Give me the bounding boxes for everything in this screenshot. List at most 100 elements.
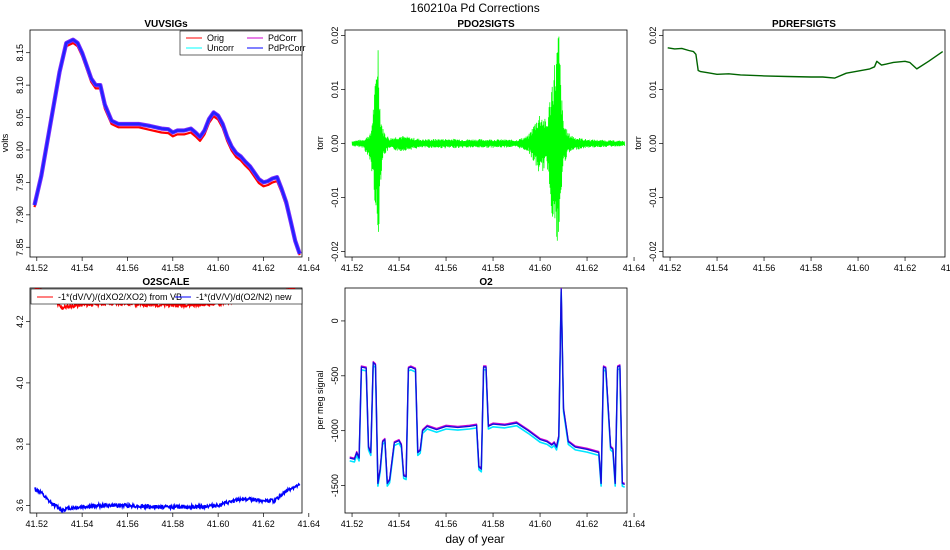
x-tick-label: 41.60 — [529, 263, 552, 273]
y-tick-label: 8.05 — [15, 109, 25, 127]
y-tick-label: 0.02 — [330, 27, 340, 45]
y-tick-label: -0.01 — [330, 187, 340, 208]
legend-box — [179, 30, 303, 56]
series-lines — [351, 36, 626, 241]
series-line-o2 — [349, 288, 625, 486]
legend-box — [30, 288, 303, 305]
x-tick-label: 41.62 — [894, 263, 917, 273]
x-ticks: 41.52 41.54 41.56 41.58 41.60 41.62 41.64 — [341, 513, 645, 529]
panel-title: PDREFSIGTS — [772, 19, 836, 30]
x-tick-label: 41.52 — [341, 519, 364, 529]
y-tick-label: 7.95 — [15, 174, 25, 192]
y-axis-label: per meg signal — [315, 370, 325, 429]
x-tick-label: 41.64 — [298, 263, 321, 273]
y-tick-label: 3.8 — [15, 438, 25, 451]
x-tick-label: 41.58 — [162, 519, 185, 529]
plot-frame — [29, 287, 303, 514]
x-tick-label: 41.60 — [207, 519, 230, 529]
x-tick-label: 41.58 — [482, 263, 505, 273]
y-tick-label: 4.2 — [15, 315, 25, 328]
x-tick-label: 41.54 — [706, 263, 729, 273]
series-line-pdcorr — [32, 37, 302, 255]
series-line-pdprcorr — [33, 38, 301, 255]
panel-o2scale: O2SCALE 41.52 41.54 41.56 41.58 41.60 41.62 41… — [15, 277, 320, 529]
y-tick-label: 3.6 — [15, 499, 25, 512]
y-ticks: 7.85 7.90 7.95 8.00 8.05 8.10 8.15 — [15, 44, 30, 256]
y-axis-label: volts — [0, 133, 10, 152]
y-tick-label: 0.01 — [648, 81, 658, 99]
x-ticks: 41.52 41.54 41.56 41.58 41.60 41.62 41.64 — [341, 257, 646, 273]
series-line-pdo2sig — [351, 36, 626, 241]
x-tick-label: 41.58 — [800, 263, 823, 273]
x-tick-label: 41.56 — [753, 263, 776, 273]
legend-label-pdcorr: PdCorr — [268, 33, 297, 43]
legend: Orig Uncorr PdCorr PdPrCorr — [179, 30, 306, 56]
y-ticks: -0.02 -0.01 0.00 0.01 0.02 — [330, 27, 345, 262]
plot-frame — [662, 29, 946, 258]
series-line-new — [34, 482, 301, 513]
x-tick-label: 41.54 — [388, 519, 411, 529]
y-tick-label: -0.02 — [648, 241, 658, 262]
x-tick-label: 41.56 — [116, 519, 139, 529]
x-tick-label: 41.54 — [71, 519, 94, 529]
y-tick-label: -0.01 — [648, 187, 658, 208]
y-tick-label: 0 — [330, 318, 340, 323]
y-axis-label: torr — [315, 136, 325, 150]
legend-label-vb: -1*(dV/V)/(dXO2/XO2) from VB — [58, 292, 182, 302]
panel-title: O2SCALE — [142, 277, 190, 288]
series-lines — [667, 47, 944, 79]
y-tick-label: -0.02 — [330, 241, 340, 262]
x-tick-label: 41.64 — [298, 519, 321, 529]
y-tick-label: 8.10 — [15, 76, 25, 94]
x-tick-label: 41.52 — [341, 263, 364, 273]
y-tick-label: 0.00 — [330, 135, 340, 153]
legend-label-pdprcorr: PdPrCorr — [268, 43, 306, 53]
x-tick-label: 41.56 — [435, 263, 458, 273]
figure-title: 160210a Pd Corrections — [410, 1, 539, 15]
x-tick-label: 41.62 — [252, 263, 275, 273]
y-tick-label: -1000 — [330, 419, 340, 442]
series-lines — [32, 37, 302, 256]
y-ticks: 3.6 3.8 4.0 4.2 — [15, 315, 30, 512]
series-lines — [34, 288, 301, 513]
x-tick-label: 41.64 — [941, 263, 950, 273]
x-tick-label: 41.64 — [623, 263, 646, 273]
y-tick-label: 0.01 — [330, 81, 340, 99]
legend-label-uncorr: Uncorr — [207, 43, 234, 53]
x-tick-label: 41.56 — [116, 263, 139, 273]
x-tick-label: 41.52 — [26, 519, 49, 529]
plot-frame — [29, 29, 303, 258]
x-tick-label: 41.58 — [162, 263, 185, 273]
x-ticks: 41.52 41.54 41.56 41.58 41.60 41.62 41.64 — [26, 513, 321, 529]
y-tick-label: 8.00 — [15, 141, 25, 159]
panel-vuvsigs: VUVSIGs volts 41.52 41.54 41.56 41.58 41.60 4… — [0, 19, 320, 273]
y-tick-label: 4.0 — [15, 377, 25, 390]
x-tick-label: 41.54 — [71, 263, 94, 273]
y-tick-label: -1500 — [330, 474, 340, 497]
y-tick-label: 7.85 — [15, 239, 25, 257]
x-tick-label: 41.54 — [388, 263, 411, 273]
x-tick-label: 41.52 — [26, 263, 49, 273]
x-tick-label: 41.56 — [435, 519, 458, 529]
y-tick-label: 0.02 — [648, 27, 658, 45]
y-tick-label: 8.15 — [15, 44, 25, 62]
legend-label-new: -1*(dV/V)/d(O2/N2) new — [196, 292, 292, 302]
series-line-orig — [33, 41, 301, 256]
x-tick-label: 41.62 — [576, 263, 599, 273]
panel-title: O2 — [479, 277, 493, 288]
y-ticks: -1500 -1000 -500 0 — [330, 318, 345, 497]
y-tick-label: 0.00 — [648, 135, 658, 153]
x-tick-label: 41.62 — [252, 519, 275, 529]
series-line-pdref — [667, 47, 944, 79]
legend-label-orig: Orig — [207, 33, 224, 43]
plot-frame — [344, 287, 628, 514]
legend: -1*(dV/V)/(dXO2/XO2) from VB -1*(dV/V)/d… — [30, 288, 303, 305]
panel-o2: O2 per meg signal 41.52 41.54 41.56 41.58 41… — [315, 277, 645, 529]
x-tick-label: 41.60 — [847, 263, 870, 273]
x-axis-label: day of year — [445, 532, 504, 546]
y-tick-label: 7.90 — [15, 206, 25, 224]
panel-title: PDO2SIGTS — [457, 19, 515, 30]
x-tick-label: 41.58 — [482, 519, 505, 529]
x-tick-label: 41.60 — [529, 519, 552, 529]
